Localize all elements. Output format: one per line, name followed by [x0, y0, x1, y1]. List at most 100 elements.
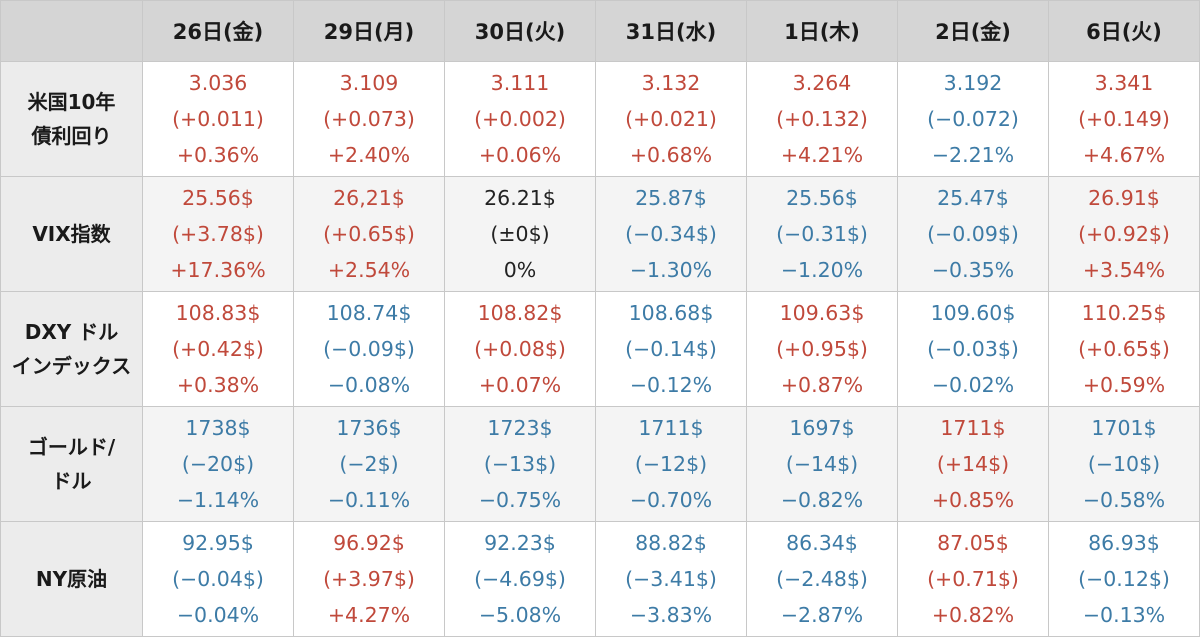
cell-change: (+0.073): [323, 107, 415, 131]
cell-value: 3.111: [490, 71, 550, 95]
table-row: ゴールド/ドル 1738$ (−20$) −1.14% 1736$ (−2$) −0.11%…: [0, 406, 1200, 522]
cell-value: 92.95$: [182, 531, 254, 555]
data-cell: 1711$ (+14$) +0.85%: [897, 406, 1049, 522]
row-label-line: ゴールド/: [27, 435, 116, 459]
cell-value: 1701$: [1091, 416, 1157, 440]
data-cell: 1711$ (−12$) −0.70%: [595, 406, 747, 522]
cell-value: 108.74$: [326, 301, 412, 325]
row-label: VIX指数: [0, 176, 143, 292]
column-header-4: 31日(水): [595, 0, 747, 62]
cell-value: 26.91$: [1088, 186, 1160, 210]
cell-value: 1711$: [940, 416, 1006, 440]
column-header-2: 29日(月): [293, 0, 445, 62]
cell-value: 1736$: [336, 416, 402, 440]
data-cell: 87.05$ (+0.71$) +0.82%: [897, 521, 1049, 637]
cell-value: 3.036: [188, 71, 248, 95]
cell-change: (+0.002): [474, 107, 566, 131]
cell-percent: +4.27%: [327, 603, 411, 627]
column-header-6: 2日(金): [897, 0, 1049, 62]
data-cell: 3.341 (+0.149) +4.67%: [1048, 61, 1200, 177]
cell-change: (+0.08$): [474, 337, 566, 361]
cell-change: (−12$): [634, 452, 708, 476]
data-cell: 109.63$ (+0.95$) +0.87%: [746, 291, 898, 407]
data-cell: 3.264 (+0.132) +4.21%: [746, 61, 898, 177]
row-label: ゴールド/ドル: [0, 406, 143, 522]
cell-value: 1697$: [789, 416, 855, 440]
table-row: NY原油 92.95$ (−0.04$) −0.04% 96.92$ (+3.97$) +4…: [0, 521, 1200, 637]
cell-change: (−3.41$): [625, 567, 717, 591]
data-cell: 96.92$ (+3.97$) +4.27%: [293, 521, 445, 637]
cell-change: (−0.12$): [1078, 567, 1170, 591]
cell-change: (+0.42$): [172, 337, 264, 361]
row-label: 米国10年 債利回り: [0, 61, 143, 177]
cell-value: 88.82$: [635, 531, 707, 555]
cell-value: 110.25$: [1081, 301, 1167, 325]
cell-percent: +0.59%: [1082, 373, 1166, 397]
cell-value: 92.23$: [484, 531, 556, 555]
cell-percent: 0%: [503, 258, 537, 282]
data-cell: 108.68$ (−0.14$) −0.12%: [595, 291, 747, 407]
cell-percent: −0.75%: [478, 488, 562, 512]
cell-value: 3.341: [1094, 71, 1154, 95]
cell-percent: −0.11%: [327, 488, 411, 512]
cell-change: (−0.34$): [625, 222, 717, 246]
column-header-1: 26日(金): [142, 0, 294, 62]
cell-value: 1723$: [487, 416, 553, 440]
data-cell: 1738$ (−20$) −1.14%: [142, 406, 294, 522]
data-cell: 25.47$ (−0.09$) −0.35%: [897, 176, 1049, 292]
cell-change: (−14$): [785, 452, 859, 476]
cell-percent: +4.67%: [1082, 143, 1166, 167]
data-cell: 109.60$ (−0.03$) −0.02%: [897, 291, 1049, 407]
data-cell: 110.25$ (+0.65$) +0.59%: [1048, 291, 1200, 407]
cell-percent: −0.70%: [629, 488, 713, 512]
data-cell: 108.74$ (−0.09$) −0.08%: [293, 291, 445, 407]
row-label-line: 債利回り: [31, 124, 112, 148]
data-cell: 1701$ (−10$) −0.58%: [1048, 406, 1200, 522]
cell-percent: −0.58%: [1082, 488, 1166, 512]
cell-change: (+0.011): [172, 107, 264, 131]
corner-cell: [0, 0, 143, 62]
cell-percent: +0.36%: [176, 143, 260, 167]
cell-percent: +0.85%: [931, 488, 1015, 512]
cell-change: (−0.09$): [323, 337, 415, 361]
cell-value: 25.47$: [937, 186, 1009, 210]
cell-value: 25.87$: [635, 186, 707, 210]
cell-value: 3.109: [339, 71, 399, 95]
cell-change: (±0$): [490, 222, 550, 246]
header-row: 26日(金) 29日(月) 30日(火) 31日(水) 1日(木) 2日(金) …: [0, 0, 1200, 62]
data-cell: 25.56$ (+3.78$) +17.36%: [142, 176, 294, 292]
row-label-line: ドル: [51, 469, 92, 493]
cell-change: (+0.65$): [323, 222, 415, 246]
cell-change: (+0.95$): [776, 337, 868, 361]
cell-change: (+0.65$): [1078, 337, 1170, 361]
data-cell: 3.036 (+0.011) +0.36%: [142, 61, 294, 177]
cell-percent: +4.21%: [780, 143, 864, 167]
cell-percent: −1.20%: [780, 258, 864, 282]
row-label-line: DXY ドル: [24, 320, 119, 344]
cell-change: (−2.48$): [776, 567, 868, 591]
cell-change: (+3.97$): [323, 567, 415, 591]
cell-percent: +0.06%: [478, 143, 562, 167]
cell-change: (+0.92$): [1078, 222, 1170, 246]
cell-value: 108.82$: [477, 301, 563, 325]
row-label-line: VIX指数: [32, 222, 111, 246]
cell-percent: +17.36%: [170, 258, 266, 282]
cell-percent: +0.07%: [478, 373, 562, 397]
data-cell: 26.21$ (±0$) 0%: [444, 176, 596, 292]
table-row: DXY ドル インデックス 108.83$ (+0.42$) +0.38% 108.74$…: [0, 291, 1200, 407]
cell-change: (−0.09$): [927, 222, 1019, 246]
cell-percent: −0.13%: [1082, 603, 1166, 627]
cell-value: 86.93$: [1088, 531, 1160, 555]
data-cell: 1736$ (−2$) −0.11%: [293, 406, 445, 522]
cell-value: 26,21$: [333, 186, 405, 210]
cell-value: 109.63$: [779, 301, 865, 325]
cell-change: (+0.021): [625, 107, 717, 131]
table-row: VIX指数 25.56$ (+3.78$) +17.36% 26,21$ (+0.65$)…: [0, 176, 1200, 292]
cell-percent: −5.08%: [478, 603, 562, 627]
data-cell: 3.109 (+0.073) +2.40%: [293, 61, 445, 177]
cell-value: 26.21$: [484, 186, 556, 210]
data-cell: 25.56$ (−0.31$) −1.20%: [746, 176, 898, 292]
data-cell: 108.83$ (+0.42$) +0.38%: [142, 291, 294, 407]
data-cell: 92.95$ (−0.04$) −0.04%: [142, 521, 294, 637]
cell-change: (−2$): [339, 452, 399, 476]
